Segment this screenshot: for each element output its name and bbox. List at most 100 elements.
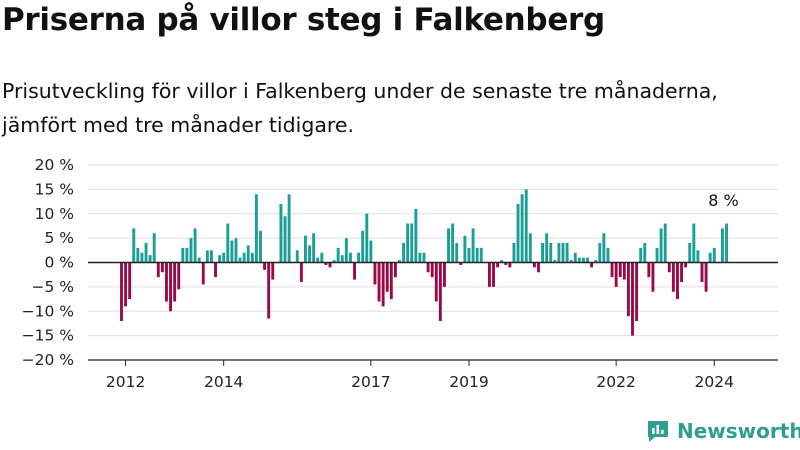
- bar: [671, 262, 675, 292]
- bar: [692, 223, 696, 263]
- bar: [267, 262, 271, 319]
- bar: [304, 235, 307, 263]
- bar: [496, 262, 500, 268]
- bar: [631, 262, 634, 336]
- y-tick-label: −5 %: [31, 278, 74, 296]
- bar: [214, 262, 217, 278]
- bar: [324, 262, 328, 265]
- bar: [132, 228, 136, 263]
- bar: [581, 257, 585, 263]
- bar: [426, 262, 430, 273]
- bar: [398, 260, 401, 263]
- bar: [218, 255, 222, 263]
- bar: [312, 233, 316, 263]
- bar: [369, 240, 373, 263]
- bar: [635, 262, 639, 321]
- bar: [377, 262, 381, 302]
- bar: [128, 262, 132, 300]
- bar: [725, 223, 728, 263]
- bar: [443, 262, 446, 287]
- bar: [308, 245, 311, 263]
- bar: [136, 247, 140, 263]
- bar: [361, 230, 365, 263]
- bar: [524, 189, 528, 263]
- bar: [500, 260, 504, 263]
- bar: [639, 247, 643, 263]
- y-tick-label: 10 %: [35, 205, 74, 223]
- bar: [663, 223, 667, 263]
- bar: [451, 223, 455, 263]
- bar: [504, 262, 508, 265]
- bar: [614, 262, 618, 287]
- bar: [373, 262, 377, 285]
- x-tick-label: 2017: [351, 373, 390, 391]
- bar: [602, 233, 606, 263]
- bar: [328, 262, 332, 268]
- y-tick-label: 5 %: [44, 229, 74, 247]
- bar: [410, 223, 414, 263]
- bar: [279, 204, 283, 263]
- bar: [181, 247, 185, 263]
- bar: [259, 230, 262, 263]
- bar: [573, 252, 577, 263]
- bar: [271, 262, 275, 280]
- bar: [643, 243, 647, 263]
- bar: [120, 262, 123, 321]
- bar: [234, 238, 238, 263]
- bar: [667, 262, 671, 273]
- bar: [708, 252, 712, 263]
- bar: [173, 262, 177, 302]
- bar: [557, 243, 561, 263]
- x-tick-label: 2014: [204, 373, 243, 391]
- bar: [393, 262, 397, 278]
- bar: [553, 260, 557, 263]
- bar: [287, 194, 291, 263]
- y-tick-label: 15 %: [35, 180, 74, 198]
- bar: [389, 262, 393, 300]
- y-tick-label: 20 %: [35, 156, 74, 174]
- brand-name: Newsworthy: [677, 419, 800, 443]
- bar: [185, 247, 189, 263]
- bar: [140, 252, 144, 263]
- bar: [586, 257, 589, 263]
- newsworthy-logo-icon: [648, 421, 668, 442]
- brand-logo[interactable]: Newsworthy: [645, 418, 800, 444]
- bar: [177, 262, 181, 290]
- bar: [512, 243, 516, 263]
- bar: [348, 252, 352, 263]
- bar: [455, 243, 459, 263]
- bar: [590, 262, 594, 268]
- bar: [492, 262, 495, 287]
- bar: [402, 243, 406, 263]
- bar: [569, 260, 573, 263]
- x-tick-label: 2022: [596, 373, 635, 391]
- bar: [598, 243, 602, 263]
- bar: [696, 250, 700, 263]
- bar: [242, 252, 246, 263]
- x-tick-label: 2024: [695, 373, 734, 391]
- x-tick-label: 2019: [449, 373, 488, 391]
- bar: [541, 243, 545, 263]
- bar: [152, 233, 156, 263]
- bar: [676, 262, 679, 300]
- annotations: 8 %: [708, 191, 738, 210]
- bar: [144, 243, 148, 263]
- bar: [283, 216, 287, 263]
- bar: [537, 262, 540, 273]
- bar: [680, 262, 684, 282]
- x-tick-label: 2012: [106, 373, 145, 391]
- bar: [561, 243, 565, 263]
- y-tick-label: 0 %: [44, 254, 74, 272]
- bar: [549, 243, 553, 263]
- bar: [471, 228, 475, 263]
- x-axis: 2012 2014 2017 2019 2022 2024: [88, 359, 778, 391]
- bar: [545, 233, 549, 263]
- y-tick-label: −10 %: [22, 302, 74, 320]
- bar: [594, 260, 598, 263]
- bar: [659, 228, 663, 263]
- bar: [720, 228, 724, 263]
- bar: [156, 262, 160, 278]
- bar: [463, 235, 467, 263]
- last-value-label: 8 %: [708, 191, 738, 210]
- bar: [148, 255, 152, 263]
